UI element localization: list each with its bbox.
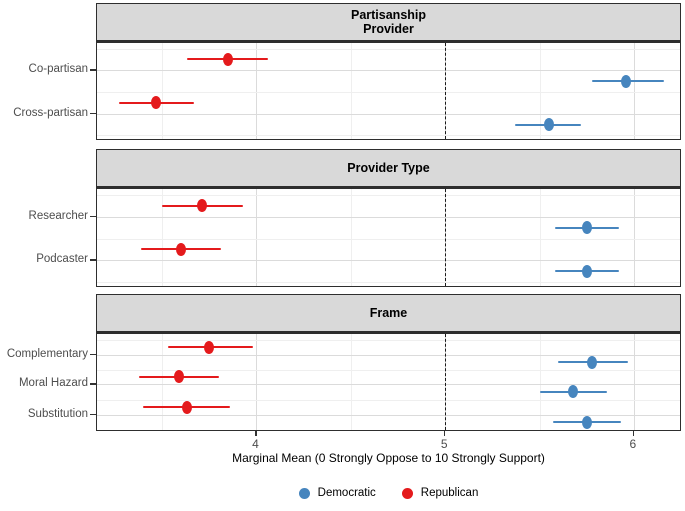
point-marker-republican: [181, 400, 192, 414]
gridline-horizontal-minor: [97, 238, 680, 240]
gridline-horizontal-minor: [97, 399, 680, 401]
x-axis-tick: [255, 431, 257, 436]
gridline-vertical-minor: [539, 43, 541, 139]
gridline-horizontal-major: [97, 414, 680, 416]
y-axis-label: Podcaster: [36, 253, 88, 266]
panel-header: Frame: [96, 294, 681, 333]
gridline-vertical-major: [256, 43, 258, 139]
legend-label-republican: Republican: [420, 487, 479, 499]
gridline-vertical-major: [256, 334, 258, 430]
gridline-vertical-minor: [162, 189, 164, 286]
y-axis-tick: [90, 69, 96, 71]
reference-line: [445, 334, 447, 430]
gridline-horizontal-minor: [97, 48, 680, 50]
point-marker-democratic: [581, 264, 592, 278]
reference-line: [445, 189, 447, 286]
legend-item-republican: Republican: [401, 487, 479, 499]
point-marker-democratic: [581, 415, 592, 429]
panel-title-line: Provider Type: [347, 161, 430, 175]
gridline-horizontal-major: [97, 260, 680, 262]
gridline-horizontal-major: [97, 384, 680, 386]
gridline-vertical-minor: [539, 334, 541, 430]
legend-item-democratic: Democratic: [298, 487, 376, 499]
panel-plot: [96, 42, 681, 140]
y-axis-tick: [90, 215, 96, 218]
gridline-horizontal-major: [97, 113, 680, 115]
y-axis-label: Moral Hazard: [18, 377, 88, 390]
x-axis-tick: [632, 431, 635, 436]
point-marker-democratic: [587, 355, 598, 369]
y-axis-tick: [90, 259, 96, 261]
legend-label-democratic: Democratic: [317, 487, 376, 499]
panel-plot: [96, 333, 681, 431]
panel-title-line: Provider: [363, 22, 414, 36]
gridline-vertical-major: [633, 43, 635, 139]
legend: Democratic Republican: [96, 487, 681, 499]
point-marker-democratic: [543, 118, 554, 132]
gridline-horizontal-major: [97, 354, 680, 356]
gridline-vertical-major: [633, 334, 635, 430]
gridline-horizontal-minor: [97, 92, 680, 93]
gridline-vertical-minor: [350, 43, 352, 139]
panel-title-line: Partisanship: [350, 8, 427, 22]
point-marker-republican: [223, 52, 234, 66]
republican-dot-icon: [401, 487, 413, 499]
gridline-horizontal-major: [97, 70, 680, 72]
gridline-vertical-minor: [162, 334, 164, 430]
gridline-horizontal-minor: [97, 194, 680, 196]
y-axis-label: Co-partisan: [28, 63, 88, 76]
gridline-horizontal-major: [97, 216, 680, 218]
gridline-horizontal-minor: [97, 282, 680, 284]
x-axis-tick: [444, 431, 446, 436]
point-marker-republican: [204, 340, 215, 354]
point-marker-republican: [151, 96, 162, 110]
panel-title-line: Frame: [369, 306, 408, 320]
point-marker-democratic: [621, 74, 632, 88]
gridline-horizontal-minor: [97, 339, 680, 341]
y-axis-tick: [90, 383, 96, 385]
gridline-vertical-major: [633, 189, 635, 286]
point-marker-republican: [196, 199, 207, 213]
gridline-vertical-minor: [350, 189, 352, 286]
point-marker-republican: [175, 242, 186, 256]
point-marker-democratic: [568, 385, 579, 399]
y-axis-label: Substitution: [27, 407, 88, 420]
y-axis-tick: [90, 353, 96, 355]
reference-line: [445, 43, 447, 139]
gridline-vertical-minor: [350, 334, 352, 430]
gridline-horizontal-minor: [97, 369, 680, 371]
panel-header: Provider Type: [96, 149, 681, 188]
panel-header: Partisanship Provider: [96, 3, 681, 42]
democratic-dot-icon: [298, 487, 310, 499]
y-axis-label: Complementary: [6, 347, 88, 360]
y-axis-label: Researcher: [28, 209, 88, 222]
gridline-vertical-major: [256, 189, 258, 286]
y-axis-tick: [90, 112, 96, 114]
point-marker-republican: [174, 370, 185, 384]
x-axis-title: Marginal Mean (0 Strongly Oppose to 10 S…: [232, 451, 545, 465]
gridline-horizontal-minor: [97, 135, 680, 137]
gridline-horizontal-minor: [97, 430, 680, 431]
y-axis-label: Cross-partisan: [13, 106, 88, 119]
x-tick-label: 6: [629, 437, 637, 451]
gridline-vertical-minor: [162, 43, 164, 139]
x-tick-label: 4: [252, 437, 259, 451]
y-axis-tick: [90, 413, 96, 416]
gridline-vertical-minor: [539, 189, 541, 286]
point-marker-democratic: [581, 221, 592, 235]
x-tick-label: 5: [440, 437, 448, 451]
panel-plot: [96, 188, 681, 287]
